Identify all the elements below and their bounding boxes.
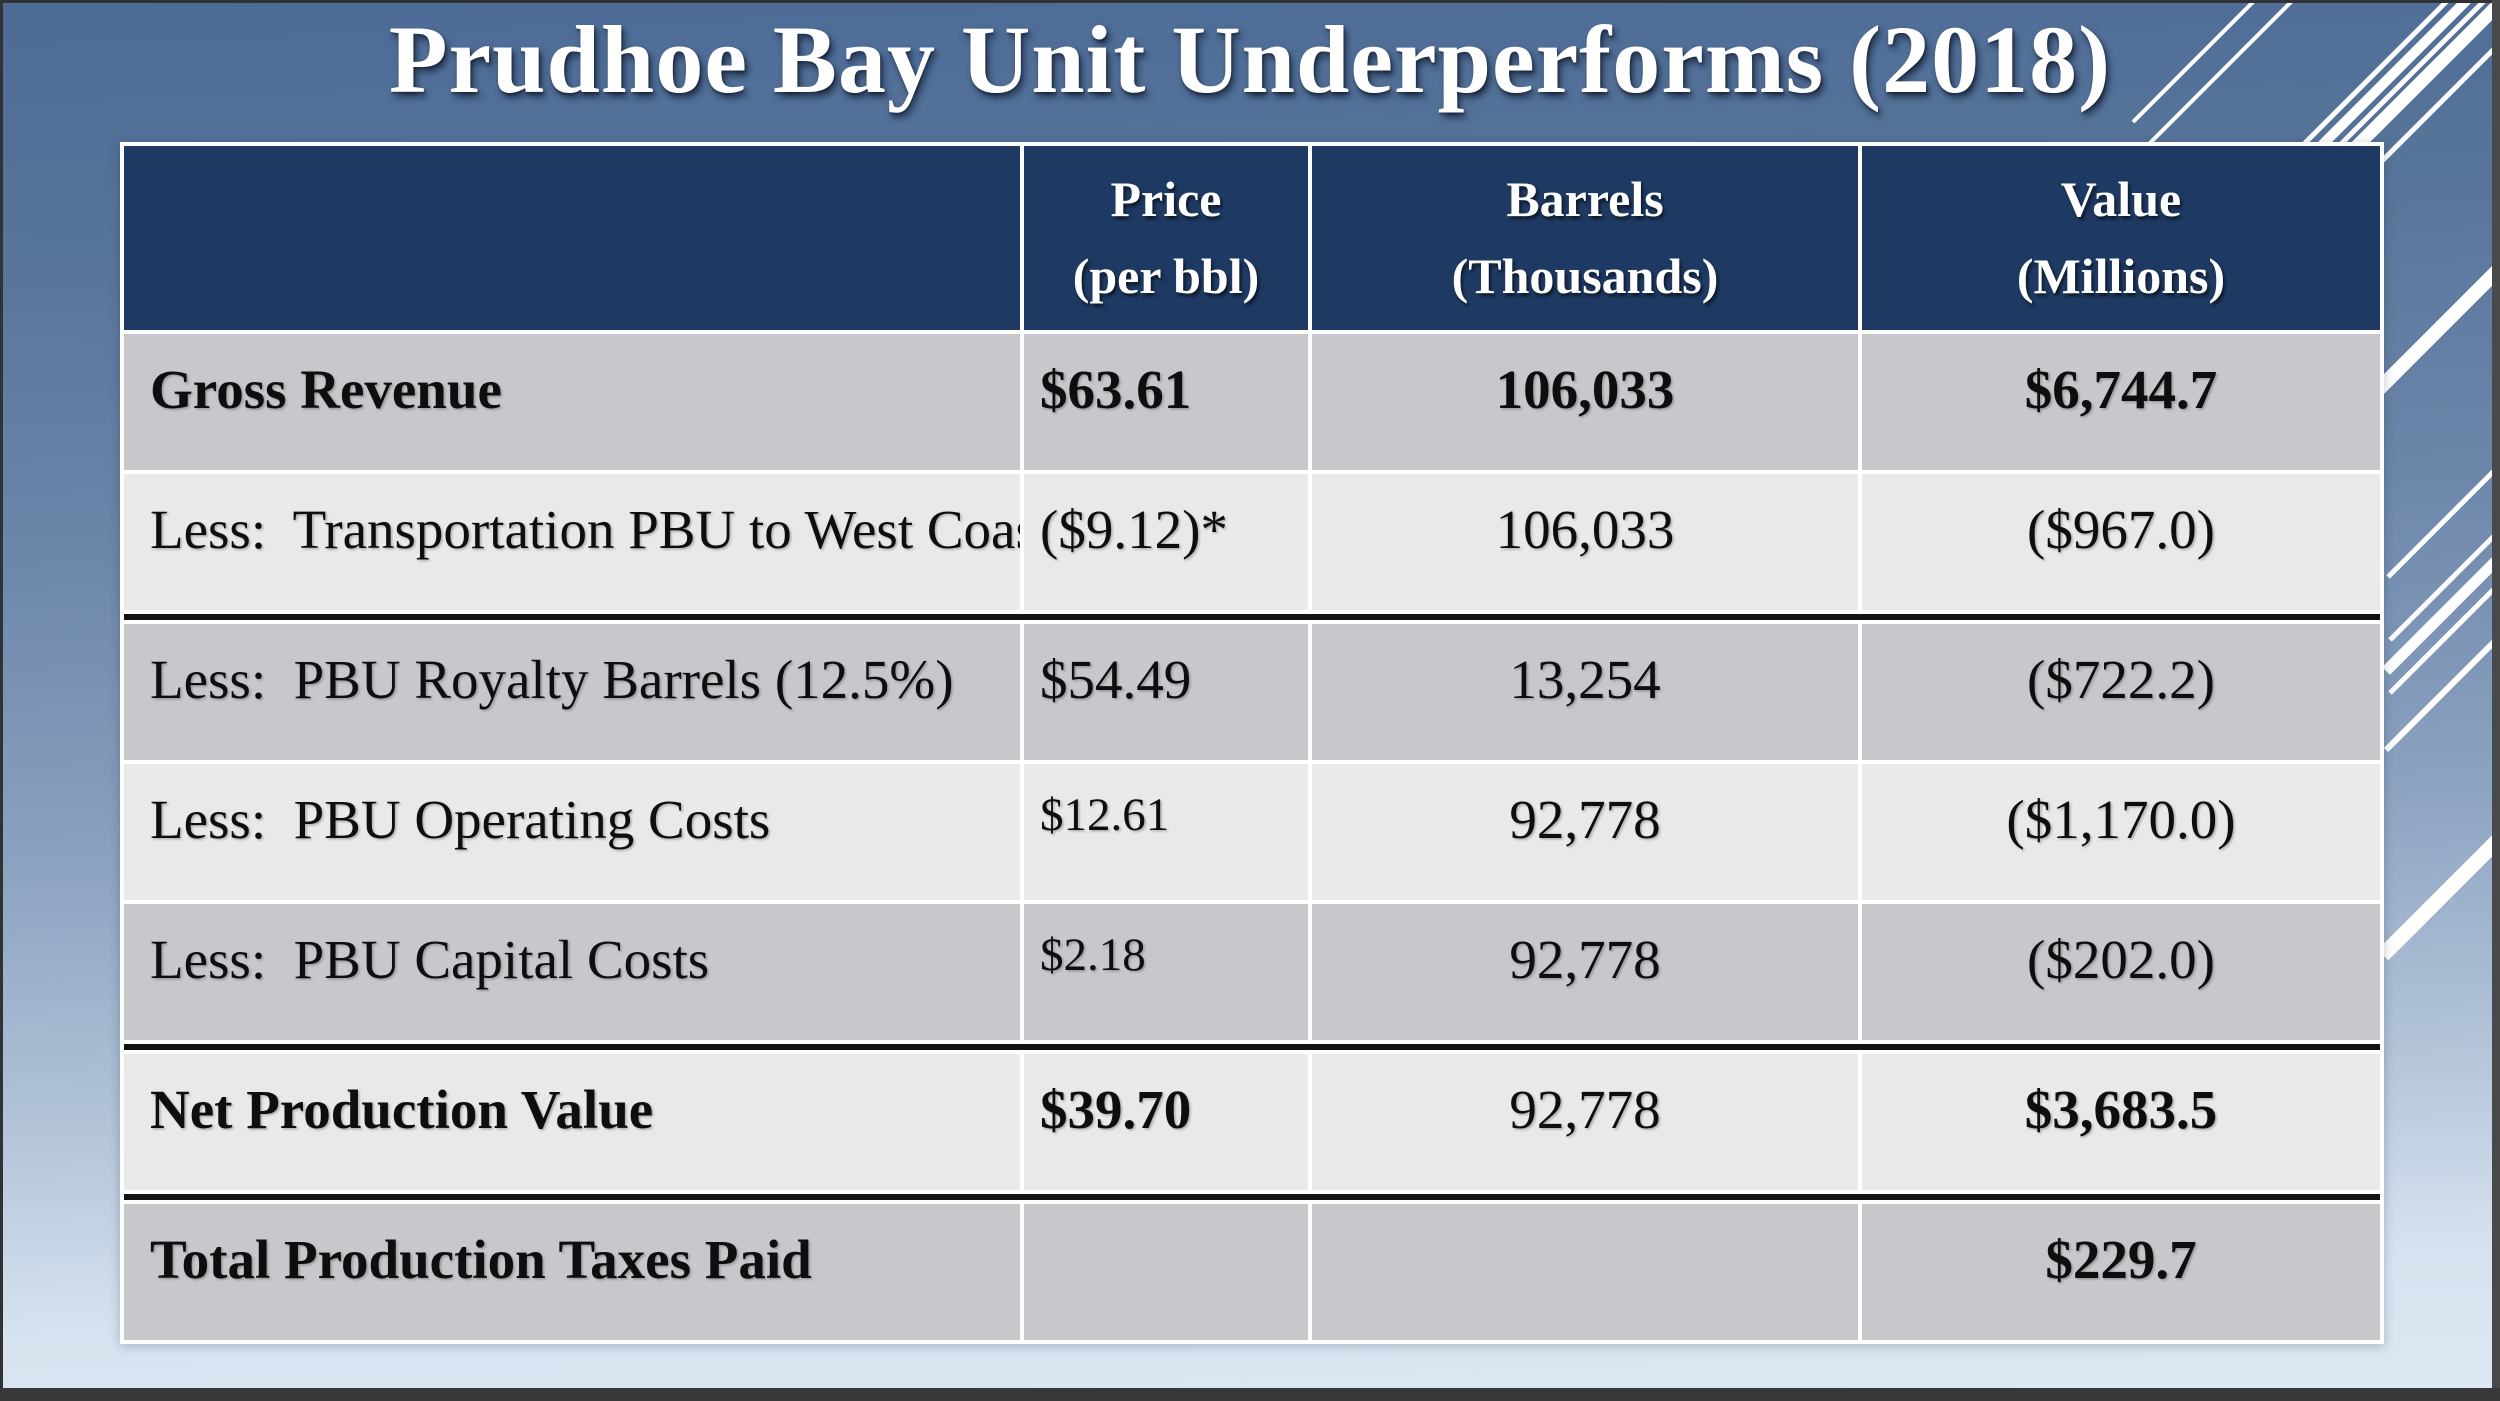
slide-frame-bottom-edge [0,1388,2500,1401]
row-gross-revenue-barrels: 106,033 [1312,334,1858,470]
row-gross-revenue-value: $6,744.7 [1862,334,2380,470]
row-net-production-value: $3,683.5 [1862,1054,2380,1190]
header-line: (Millions) [2016,248,2226,304]
row-total-taxes-price [1024,1204,1308,1340]
row-total-taxes-value: $229.7 [1862,1204,2380,1340]
financial-table: Price (per bbl) Barrels (Thousands) Valu… [120,142,2384,1344]
row-capital-costs-price: $2.18 [1024,904,1308,1040]
section-divider-line [124,1194,2380,1200]
row-operating-costs-price: $12.61 [1024,764,1308,900]
row-gross-revenue-price: $63.61 [1024,334,1308,470]
row-royalty-price: $54.49 [1024,624,1308,760]
row-operating-costs-value: ($1,170.0) [1862,764,2380,900]
row-capital-costs-barrels: 92,778 [1312,904,1858,1040]
row-transportation-value: ($967.0) [1862,474,2380,610]
header-line: Barrels [1506,170,1664,227]
slide-frame-top-edge [0,0,2500,3]
row-net-production-label: Net Production Value [124,1054,1020,1190]
row-net-production-barrels: 92,778 [1312,1054,1858,1190]
row-transportation-barrels: 106,033 [1312,474,1858,610]
row-transportation-price: ($9.12)* [1024,474,1308,610]
row-royalty-label: Less: PBU Royalty Barrels (12.5%) [124,624,1020,760]
row-gross-revenue-label: Gross Revenue [124,334,1020,470]
table-header-value: Value (Millions) [1862,146,2380,330]
row-royalty-value: ($722.2) [1862,624,2380,760]
table-header-price: Price (per bbl) [1024,146,1308,330]
section-divider-line [124,614,2380,620]
row-total-taxes-barrels [1312,1204,1858,1340]
table-header-barrels: Barrels (Thousands) [1312,146,1858,330]
table-header-blank [124,146,1020,330]
row-operating-costs-label: Less: PBU Operating Costs [124,764,1020,900]
row-total-taxes-label: Total Production Taxes Paid [124,1204,1020,1340]
row-operating-costs-barrels: 92,778 [1312,764,1858,900]
slide-frame-left-edge [0,0,3,1401]
row-capital-costs-label: Less: PBU Capital Costs [124,904,1020,1040]
row-royalty-barrels: 13,254 [1312,624,1858,760]
slide-frame-right-edge [2492,0,2500,1401]
header-line: (Thousands) [1451,248,1719,304]
header-line: (per bbl) [1072,248,1260,304]
header-line: Value [2060,170,2182,227]
section-divider-line [124,1044,2380,1050]
row-transportation-label: Less: Transportation PBU to West Coast [124,474,1020,610]
header-line: Price [1110,170,1222,227]
row-net-production-price: $39.70 [1024,1054,1308,1190]
slide-title: Prudhoe Bay Unit Underperforms (2018) [388,6,2112,113]
row-capital-costs-value: ($202.0) [1862,904,2380,1040]
